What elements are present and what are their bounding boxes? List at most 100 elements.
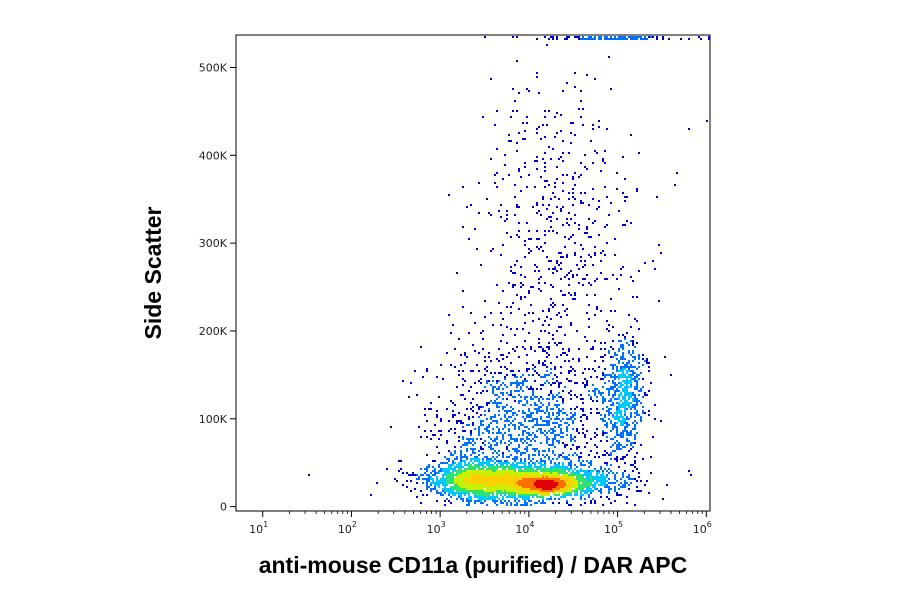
data-point (502, 382, 504, 384)
data-point (508, 416, 510, 418)
data-point (546, 480, 548, 482)
data-point (452, 478, 454, 480)
data-point (576, 274, 578, 276)
data-point (554, 492, 556, 494)
data-point (538, 500, 540, 502)
data-point (438, 470, 440, 472)
data-point (494, 484, 496, 486)
data-point (448, 500, 450, 502)
data-point (510, 236, 512, 238)
data-point (606, 496, 608, 498)
data-point (630, 276, 632, 278)
data-point (524, 296, 526, 298)
data-point (590, 376, 592, 378)
data-point (524, 398, 526, 400)
data-point (482, 420, 484, 422)
data-point (630, 36, 632, 38)
data-point (536, 72, 538, 74)
data-point (612, 366, 614, 368)
x-axis-ticks: 101 102 103 104 105 106 (249, 511, 712, 536)
data-point (636, 468, 638, 470)
data-point (506, 326, 508, 328)
data-point (456, 466, 458, 468)
data-point (460, 480, 462, 482)
data-point (552, 286, 554, 288)
data-point (494, 490, 496, 492)
data-point (474, 464, 476, 466)
data-point (578, 474, 580, 476)
data-point (638, 400, 640, 402)
data-point (478, 434, 480, 436)
data-point (566, 418, 568, 420)
data-point (570, 390, 572, 392)
data-point (466, 456, 468, 458)
data-point (574, 134, 576, 136)
data-point (498, 414, 500, 416)
data-point (514, 504, 516, 506)
data-point (556, 416, 558, 418)
data-point (626, 332, 628, 334)
data-point (520, 274, 522, 276)
data-point (464, 488, 466, 490)
data-point (542, 486, 544, 488)
data-point (514, 264, 516, 266)
data-point (608, 330, 610, 332)
data-point (628, 392, 630, 394)
data-point (600, 468, 602, 470)
data-point (496, 474, 498, 476)
data-point (638, 354, 640, 356)
data-point (506, 482, 508, 484)
data-point (502, 406, 504, 408)
data-point (596, 434, 598, 436)
data-point (618, 442, 620, 444)
data-point (500, 470, 502, 472)
data-point (446, 458, 448, 460)
data-point (522, 434, 524, 436)
data-point (614, 418, 616, 420)
data-point (606, 432, 608, 434)
data-point (624, 38, 626, 40)
data-point (516, 458, 518, 460)
data-point (544, 374, 546, 376)
data-point (512, 448, 514, 450)
data-point (628, 396, 630, 398)
data-point (532, 390, 534, 392)
data-point (614, 436, 616, 438)
data-point (562, 140, 564, 142)
data-point (554, 498, 556, 500)
data-point (476, 480, 478, 482)
data-point (542, 496, 544, 498)
data-point (442, 474, 444, 476)
data-point (594, 388, 596, 390)
data-point (614, 490, 616, 492)
data-point (606, 426, 608, 428)
data-point (466, 476, 468, 478)
data-point (628, 376, 630, 378)
data-point (526, 402, 528, 404)
data-point (654, 268, 656, 270)
data-point (518, 230, 520, 232)
data-point (480, 420, 482, 422)
data-point (470, 478, 472, 480)
data-point (522, 380, 524, 382)
data-point (548, 184, 550, 186)
data-point (572, 482, 574, 484)
data-point (536, 430, 538, 432)
data-point (420, 502, 422, 504)
data-point (574, 294, 576, 296)
data-point (562, 464, 564, 466)
data-point (634, 428, 636, 430)
data-point (570, 462, 572, 464)
data-point (524, 396, 526, 398)
data-point (490, 482, 492, 484)
data-point (520, 400, 522, 402)
data-point (572, 122, 574, 124)
data-point (566, 472, 568, 474)
data-point (590, 470, 592, 472)
data-point (474, 500, 476, 502)
data-point (620, 414, 622, 416)
data-point (592, 198, 594, 200)
data-point (608, 38, 610, 40)
data-point (512, 474, 514, 476)
data-point (520, 482, 522, 484)
